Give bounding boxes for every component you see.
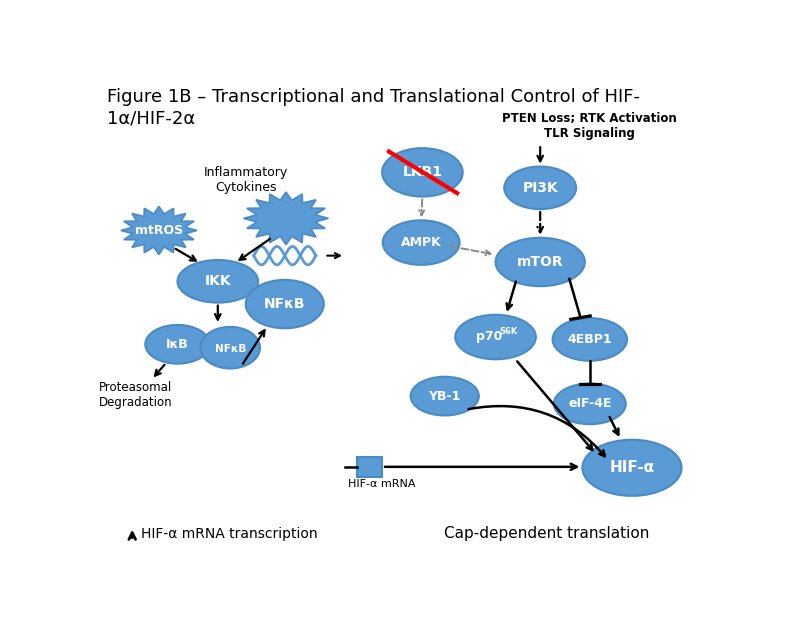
Polygon shape xyxy=(121,206,197,255)
Text: mtROS: mtROS xyxy=(135,224,183,237)
Ellipse shape xyxy=(246,280,324,328)
Text: PTEN Loss; RTK Activation
TLR Signaling: PTEN Loss; RTK Activation TLR Signaling xyxy=(502,113,677,140)
Text: IKK: IKK xyxy=(205,274,231,288)
Ellipse shape xyxy=(178,260,258,303)
FancyBboxPatch shape xyxy=(358,457,382,477)
Text: eIF-4E: eIF-4E xyxy=(568,398,611,410)
Ellipse shape xyxy=(382,220,459,265)
Text: HIF-α mRNA: HIF-α mRNA xyxy=(348,479,415,489)
Text: mTOR: mTOR xyxy=(517,255,563,269)
Text: Proteasomal
Degradation: Proteasomal Degradation xyxy=(99,381,173,409)
Ellipse shape xyxy=(410,377,479,416)
Polygon shape xyxy=(243,192,329,245)
Text: AMPK: AMPK xyxy=(401,236,442,249)
Ellipse shape xyxy=(495,238,585,286)
Ellipse shape xyxy=(146,325,210,364)
Text: HIF-α: HIF-α xyxy=(610,460,654,476)
Text: Cap-dependent translation: Cap-dependent translation xyxy=(444,526,650,541)
Text: IκB: IκB xyxy=(166,338,189,351)
Text: YB-1: YB-1 xyxy=(429,389,461,403)
Text: NFκB: NFκB xyxy=(214,344,246,354)
Text: S6K: S6K xyxy=(499,326,518,336)
Ellipse shape xyxy=(504,167,576,209)
Ellipse shape xyxy=(553,318,627,361)
Text: p70: p70 xyxy=(475,330,502,343)
Ellipse shape xyxy=(382,148,462,196)
Text: PI3K: PI3K xyxy=(522,181,558,195)
Ellipse shape xyxy=(554,384,626,424)
Text: Figure 1B – Transcriptional and Translational Control of HIF-: Figure 1B – Transcriptional and Translat… xyxy=(107,87,641,106)
Text: NFκB: NFκB xyxy=(264,297,306,311)
Text: Inflammatory
Cytokines: Inflammatory Cytokines xyxy=(203,166,288,194)
Text: LKB1: LKB1 xyxy=(402,165,442,179)
Text: 4EBP1: 4EBP1 xyxy=(567,333,612,346)
Ellipse shape xyxy=(201,327,260,369)
Text: HIF-α mRNA transcription: HIF-α mRNA transcription xyxy=(141,526,318,541)
Ellipse shape xyxy=(582,440,682,496)
Ellipse shape xyxy=(455,314,536,359)
Text: 1α/HIF-2α: 1α/HIF-2α xyxy=(107,109,196,128)
